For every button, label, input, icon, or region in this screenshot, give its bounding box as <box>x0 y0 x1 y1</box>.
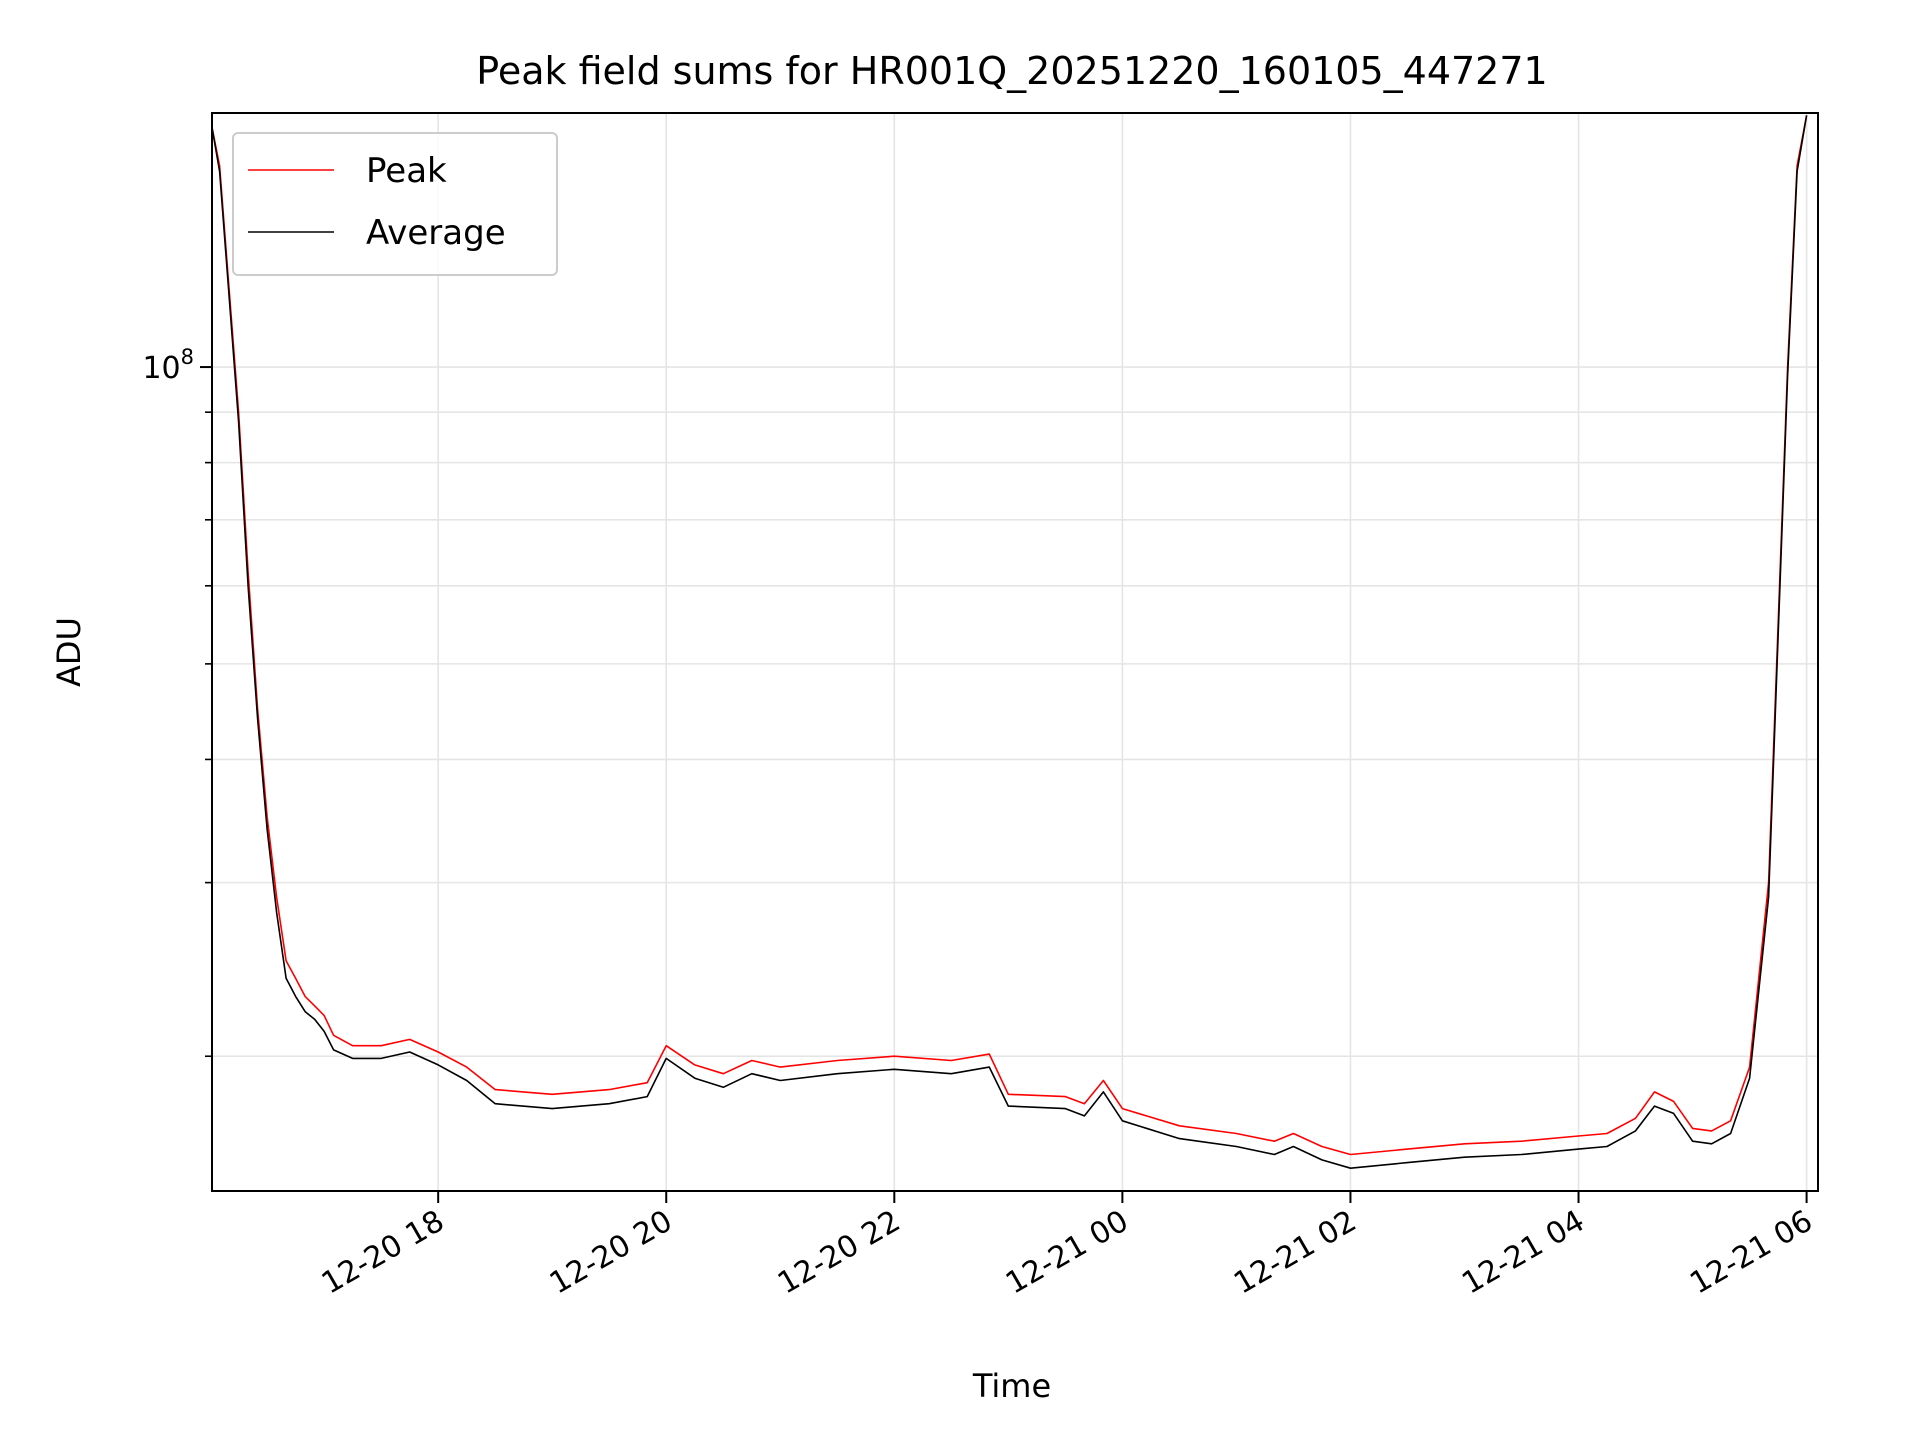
series-line-average <box>211 115 1808 1169</box>
legend-label-average: Average <box>366 213 506 253</box>
series-layer <box>211 115 1808 1169</box>
legend: Peak Average <box>232 132 558 276</box>
x-axis-label: Time <box>972 1367 1051 1405</box>
legend-label-peak: Peak <box>366 151 447 191</box>
series-line-peak <box>211 115 1808 1156</box>
axes <box>211 112 1819 1192</box>
y-axis-ticks: 108 <box>142 345 212 1058</box>
grid-lines <box>212 113 1818 1191</box>
legend-box <box>232 132 558 276</box>
y-axis-label: ADU <box>50 617 88 687</box>
chart-title: Peak field sums for HR001Q_20251220_1601… <box>476 49 1547 93</box>
plot-frame <box>211 112 1819 1192</box>
y-tick-label: 108 <box>142 345 194 386</box>
